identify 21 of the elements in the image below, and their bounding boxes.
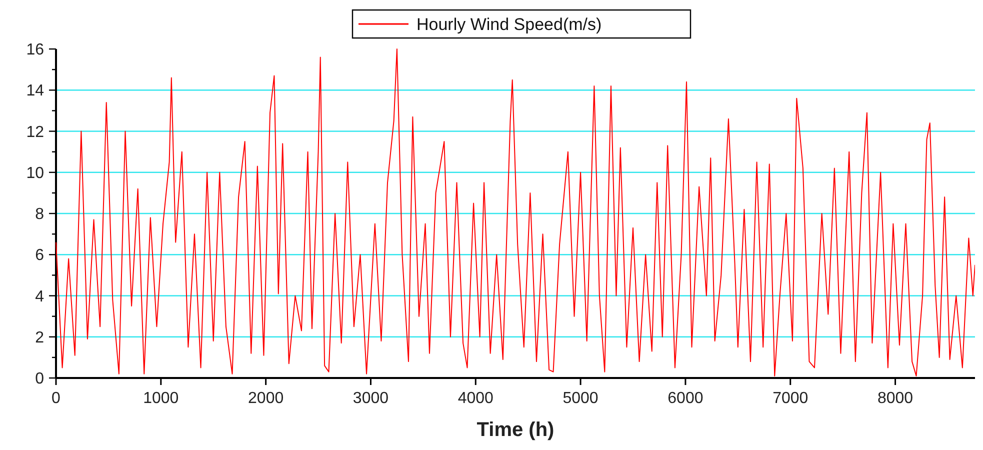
x-tick-label: 3000	[352, 390, 389, 407]
y-tick-label: 16	[26, 42, 44, 59]
y-tick-label: 0	[35, 370, 44, 388]
y-tick-label: 2	[35, 329, 44, 346]
y-tick-label: 14	[26, 82, 44, 100]
y-tick-label: 10	[26, 164, 44, 182]
x-tick-label: 0	[52, 390, 61, 407]
y-tick-label: 12	[26, 124, 44, 141]
x-tick-label: 6000	[668, 390, 704, 407]
x-tick-label: 2000	[248, 390, 284, 407]
x-axis-title: Time (h)	[476, 419, 554, 441]
legend-label: Hourly Wind Speed(m/s)	[416, 14, 602, 34]
y-tick-label: 6	[35, 247, 44, 264]
x-tick-label: 5000	[562, 390, 598, 407]
x-tick-label: 8000	[877, 390, 914, 407]
x-tick-label: 1000	[143, 390, 179, 407]
x-tick-label: 7000	[772, 390, 808, 407]
line-series	[56, 48, 975, 376]
y-tick-label: 4	[35, 288, 44, 306]
x-tick-label: 4000	[458, 390, 494, 407]
y-tick-label: 8	[35, 206, 44, 224]
